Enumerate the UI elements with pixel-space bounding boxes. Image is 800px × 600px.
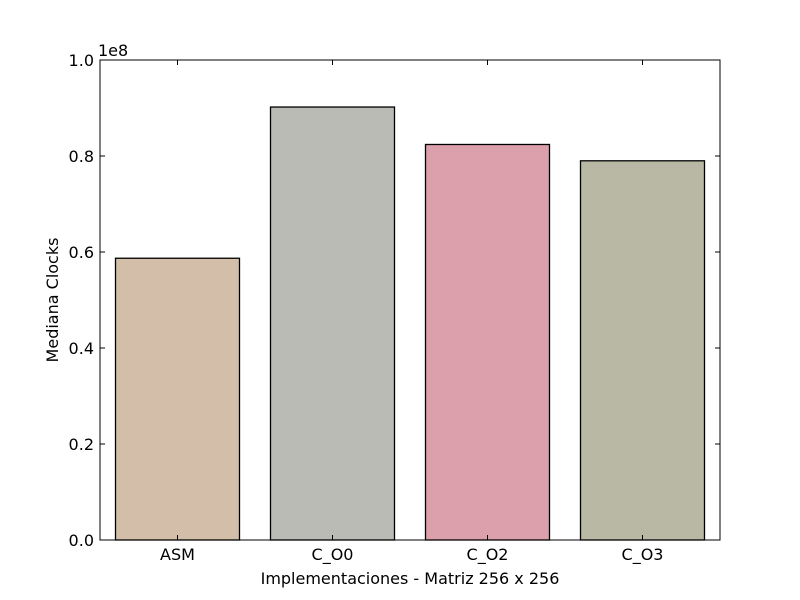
y-tick-label: 1.0 xyxy=(69,51,94,70)
y-tick-label: 0.8 xyxy=(69,147,94,166)
bar-c-o2 xyxy=(424,143,551,541)
bar-c-o0 xyxy=(269,106,396,541)
x-axis-label: Implementaciones - Matriz 256 x 256 xyxy=(261,569,560,588)
y-tick-label: 0.4 xyxy=(69,339,94,358)
x-tick-labels: ASM C_O0 C_O2 C_O3 xyxy=(160,545,663,565)
bar-asm xyxy=(114,257,241,541)
x-tick-label: ASM xyxy=(160,545,195,564)
x-tick-label: C_O0 xyxy=(312,545,354,565)
ticks-group xyxy=(100,59,720,541)
bars-group xyxy=(114,106,706,541)
y-tick-label: 0.0 xyxy=(69,531,94,550)
y-axis-label: Mediana Clocks xyxy=(43,238,62,363)
x-tick-label: C_O2 xyxy=(467,545,509,565)
y-tick-label: 0.6 xyxy=(69,243,94,262)
y-scale-offset: 1e8 xyxy=(98,41,128,60)
y-tick-label: 0.2 xyxy=(69,435,94,454)
bar-c-o3 xyxy=(579,160,706,541)
y-tick-labels: 0.0 0.2 0.4 0.6 0.8 1.0 xyxy=(69,51,94,550)
plot-frame xyxy=(99,59,721,541)
x-tick-label: C_O3 xyxy=(622,545,664,565)
